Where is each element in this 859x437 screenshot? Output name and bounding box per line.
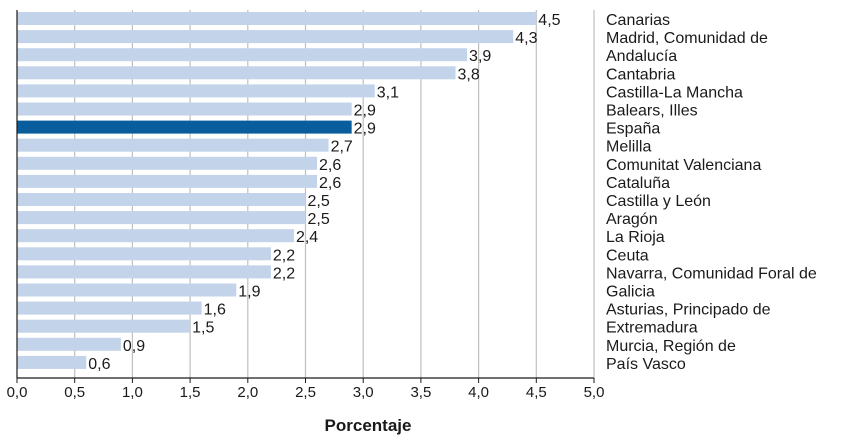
bar xyxy=(17,193,306,206)
bar xyxy=(17,302,202,315)
x-tick-label: 1,0 xyxy=(122,384,143,401)
value-label: 4,5 xyxy=(538,12,560,29)
value-label: 0,9 xyxy=(123,338,145,355)
value-label: 2,2 xyxy=(273,265,295,282)
value-label: 2,9 xyxy=(354,121,376,138)
category-label: Melilla xyxy=(606,139,651,156)
category-label: Extremadura xyxy=(606,320,698,337)
bar xyxy=(17,48,467,61)
x-tick-label: 5,0 xyxy=(584,384,605,401)
bar xyxy=(17,66,456,79)
category-label: Ceuta xyxy=(606,247,649,264)
category-label: La Rioja xyxy=(606,229,665,246)
category-label: Andalucía xyxy=(606,48,677,65)
value-label: 1,9 xyxy=(238,284,260,301)
value-label: 2,7 xyxy=(331,139,353,156)
value-label: 2,9 xyxy=(354,103,376,120)
value-labels: 4,54,33,93,83,12,92,92,72,62,62,52,52,42… xyxy=(88,12,560,373)
bar xyxy=(17,175,317,188)
value-label: 2,5 xyxy=(308,193,330,210)
bar xyxy=(17,103,352,116)
bar xyxy=(17,338,121,351)
bar xyxy=(17,356,86,369)
category-label: Canarias xyxy=(606,12,670,29)
value-label: 0,6 xyxy=(88,356,110,373)
bar xyxy=(17,265,271,278)
value-label: 3,9 xyxy=(469,48,491,65)
bar xyxy=(17,157,317,170)
category-label: Cataluña xyxy=(606,175,670,192)
x-tick-label: 0,0 xyxy=(7,384,28,401)
category-label: España xyxy=(606,121,660,138)
bar xyxy=(17,12,536,25)
value-label: 3,8 xyxy=(458,66,480,83)
x-axis-label: Porcentaje xyxy=(325,416,412,435)
value-label: 2,6 xyxy=(319,157,341,174)
bar xyxy=(17,139,329,152)
bar-highlight xyxy=(17,121,352,134)
x-tick-label: 4,0 xyxy=(468,384,489,401)
bar xyxy=(17,320,190,333)
category-label: Galicia xyxy=(606,284,655,301)
value-label: 2,2 xyxy=(273,247,295,264)
value-label: 2,6 xyxy=(319,175,341,192)
bar xyxy=(17,229,294,242)
x-tick-labels: 0,0 0,5 1,0 1,5 2,0 2,5 3,0 3,5 4,0 4,5 5,0 xyxy=(7,384,605,401)
bar xyxy=(17,247,271,260)
x-tick-label: 2,5 xyxy=(295,384,316,401)
category-label: Navarra, Comunidad Foral de xyxy=(606,265,817,282)
category-label: País Vasco xyxy=(606,356,686,373)
x-tick-label: 3,5 xyxy=(410,384,431,401)
x-tick-label: 0,5 xyxy=(64,384,85,401)
value-label: 4,3 xyxy=(515,30,537,47)
value-label: 2,4 xyxy=(296,229,318,246)
x-tick-label: 2,0 xyxy=(237,384,258,401)
bar xyxy=(17,30,513,43)
bar xyxy=(17,284,236,297)
category-label: Castilla y León xyxy=(606,193,711,210)
bar xyxy=(17,84,375,97)
x-tick-label: 3,0 xyxy=(353,384,374,401)
category-label: Balears, Illes xyxy=(606,103,698,120)
category-label: Cantabria xyxy=(606,66,675,83)
bar xyxy=(17,211,306,224)
category-label: Asturias, Principado de xyxy=(606,302,771,319)
category-label: Murcia, Región de xyxy=(606,338,736,355)
category-label: Castilla-La Mancha xyxy=(606,84,743,101)
x-tick-label: 1,5 xyxy=(180,384,201,401)
value-label: 1,6 xyxy=(204,302,226,319)
category-label: Madrid, Comunidad de xyxy=(606,30,768,47)
value-label: 1,5 xyxy=(192,320,214,337)
category-label: Comunitat Valenciana xyxy=(606,157,761,174)
value-label: 2,5 xyxy=(308,211,330,228)
category-label: Aragón xyxy=(606,211,658,228)
x-tick-label: 4,5 xyxy=(526,384,547,401)
value-label: 3,1 xyxy=(377,84,399,101)
